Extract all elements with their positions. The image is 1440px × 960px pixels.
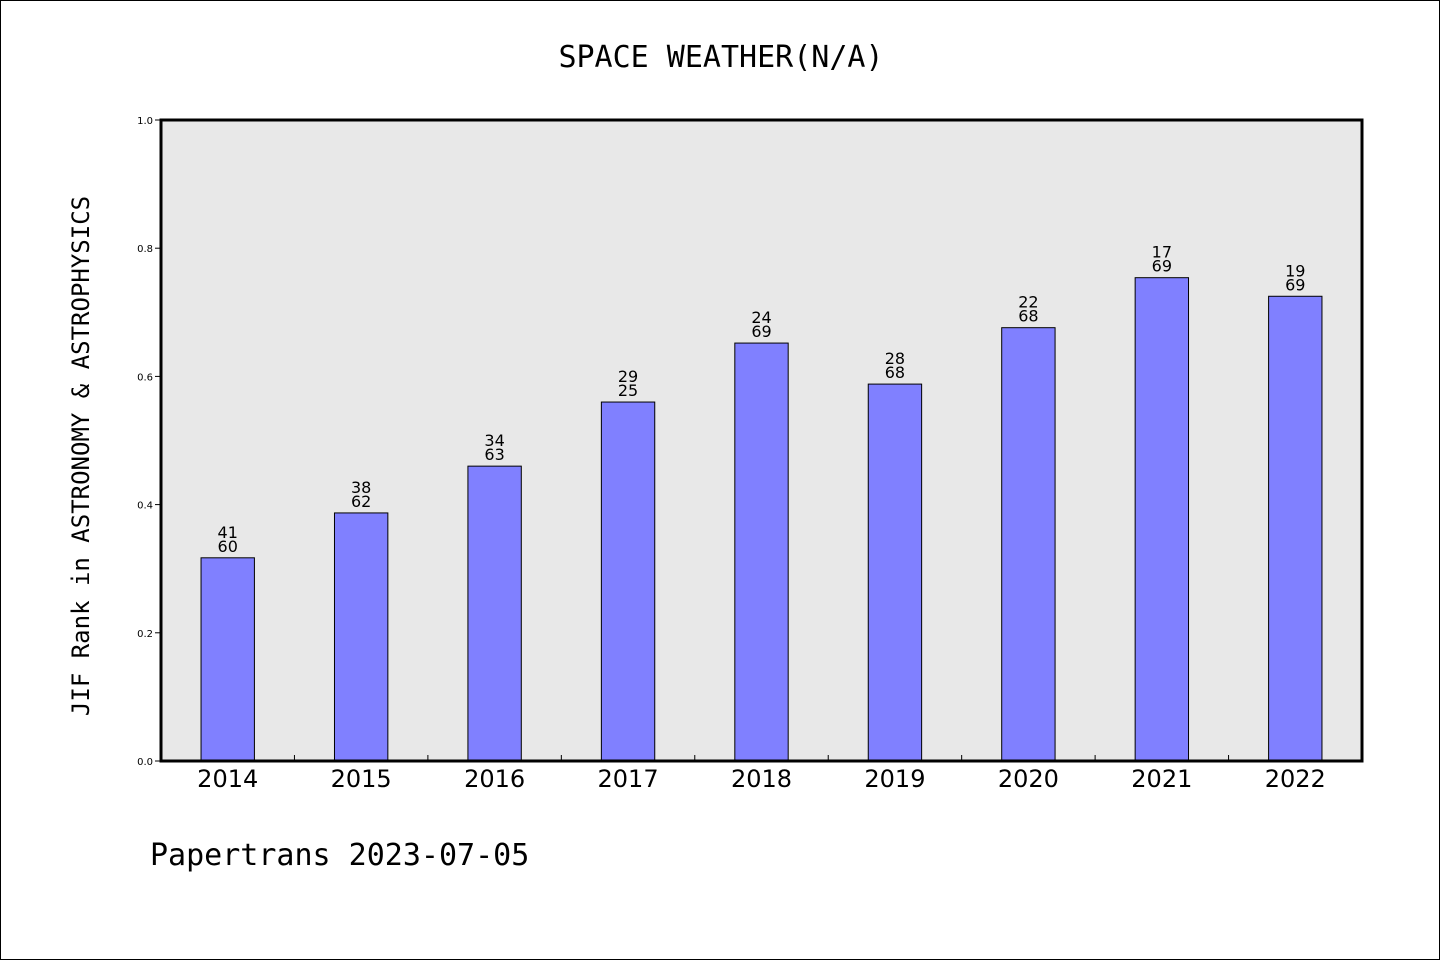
- x-tick-label-2018: 2018: [731, 765, 792, 793]
- data-label-rank-2020: 22: [1018, 293, 1038, 312]
- data-label-total-2017: 25: [618, 381, 638, 400]
- x-tick-label-2015: 2015: [331, 765, 392, 793]
- data-label-total-2020: 68: [1018, 307, 1038, 326]
- x-tick-label-2021: 2021: [1131, 765, 1192, 793]
- y-tick-label-0.2: 0.2: [137, 629, 153, 640]
- data-label-total-2015: 62: [351, 492, 371, 511]
- bar-2017: [600, 401, 656, 762]
- x-tick-label-2014: 2014: [197, 765, 258, 793]
- bar-2014: [200, 557, 255, 762]
- y-tick-label-0.0: 0.0: [137, 757, 153, 768]
- data-label-rank-2019: 28: [885, 349, 905, 368]
- x-tick-label-2019: 2019: [864, 765, 925, 793]
- data-label-total-2022: 69: [1285, 275, 1305, 294]
- x-tick-label-2016: 2016: [464, 765, 525, 793]
- bar-2019: [867, 383, 923, 762]
- x-tick-label-2017: 2017: [598, 765, 659, 793]
- data-label-rank-2021: 17: [1152, 243, 1172, 262]
- data-label-rank-2018: 24: [751, 308, 771, 327]
- bar-2022: [1268, 295, 1323, 762]
- footer-credit: Papertrans 2023-07-05: [150, 838, 529, 873]
- y-tick-label-0.6: 0.6: [137, 372, 153, 383]
- data-label-total-2019: 68: [885, 363, 905, 382]
- data-label-rank-2014: 41: [218, 523, 238, 542]
- chart-title: SPACE WEATHER(N/A): [558, 40, 883, 75]
- x-tick-label-2020: 2020: [998, 765, 1059, 793]
- bar-2021: [1134, 277, 1190, 762]
- x-tick-label-2022: 2022: [1265, 765, 1326, 793]
- data-label-total-2021: 69: [1152, 257, 1172, 276]
- bar-2015: [333, 512, 389, 762]
- data-label-rank-2017: 29: [618, 367, 638, 386]
- y-tick-label-0.4: 0.4: [137, 501, 153, 512]
- data-label-total-2016: 63: [484, 445, 504, 464]
- data-label-rank-2016: 34: [484, 431, 504, 450]
- y-tick-label-1.0: 1.0: [137, 116, 153, 127]
- data-label-total-2014: 60: [218, 537, 238, 556]
- plot-border: [159, 118, 1364, 763]
- bar-2018: [734, 342, 789, 762]
- y-axis-ticks: 0.0 0.2 0.4 0.6 0.8 1.0: [137, 116, 161, 768]
- bars-layer: [200, 277, 1323, 762]
- y-tick-label-0.8: 0.8: [137, 244, 153, 255]
- y-axis-label: JIF Rank in ASTRONOMY & ASTROPHYSICS: [67, 196, 95, 716]
- x-axis-ticks: 2014 2015 2016 2017 2018 2019 2020 2021 2022: [197, 755, 1326, 793]
- data-label-rank-2015: 38: [351, 478, 371, 497]
- bar-2020: [1001, 327, 1056, 762]
- bar-2016: [467, 465, 522, 762]
- data-label-rank-2022: 19: [1285, 261, 1305, 280]
- data-label-total-2018: 69: [751, 322, 771, 341]
